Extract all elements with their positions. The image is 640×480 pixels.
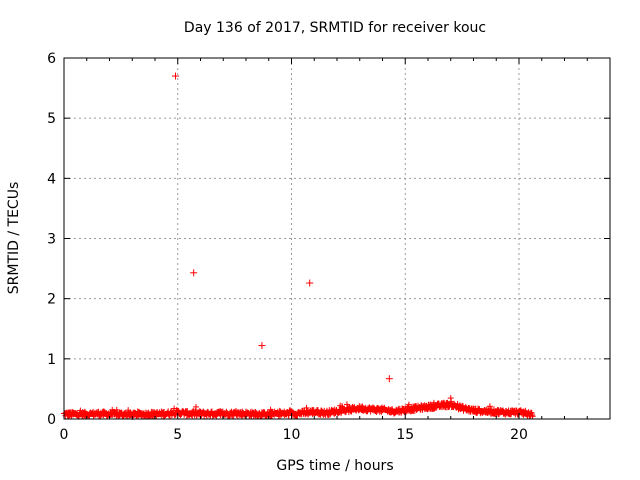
y-tick-label: 3 (47, 232, 56, 248)
x-tick-label: 0 (60, 427, 69, 443)
outlier-point (306, 279, 314, 287)
grid (64, 58, 610, 419)
baseline-point (192, 403, 199, 410)
data-points (61, 72, 536, 420)
x-tick-label: 5 (173, 427, 182, 443)
x-tick-label: 20 (510, 427, 528, 443)
y-tick-label: 0 (47, 412, 56, 428)
y-tick-label: 4 (47, 171, 56, 187)
outlier-point (385, 375, 393, 383)
y-tick-label: 6 (47, 51, 56, 67)
y-axis-label: SRMTID / TECUs (6, 182, 22, 295)
outlier-point (190, 269, 198, 277)
y-tick-label: 5 (47, 111, 56, 127)
outlier-point (171, 72, 179, 80)
baseline-point (113, 406, 120, 413)
x-tick-label: 10 (283, 427, 301, 443)
x-axis-label: GPS time / hours (276, 458, 393, 474)
y-tick-label: 2 (47, 292, 56, 308)
baseline-point (529, 413, 536, 420)
chart-title: Day 136 of 2017, SRMTID for receiver kou… (184, 20, 486, 36)
outlier-point (258, 342, 266, 350)
y-tick-label: 1 (47, 352, 56, 368)
axis-ticks: 0 5 10 15 20 0 1 2 3 4 5 6 (47, 51, 610, 443)
x-tick-label: 15 (396, 427, 414, 443)
